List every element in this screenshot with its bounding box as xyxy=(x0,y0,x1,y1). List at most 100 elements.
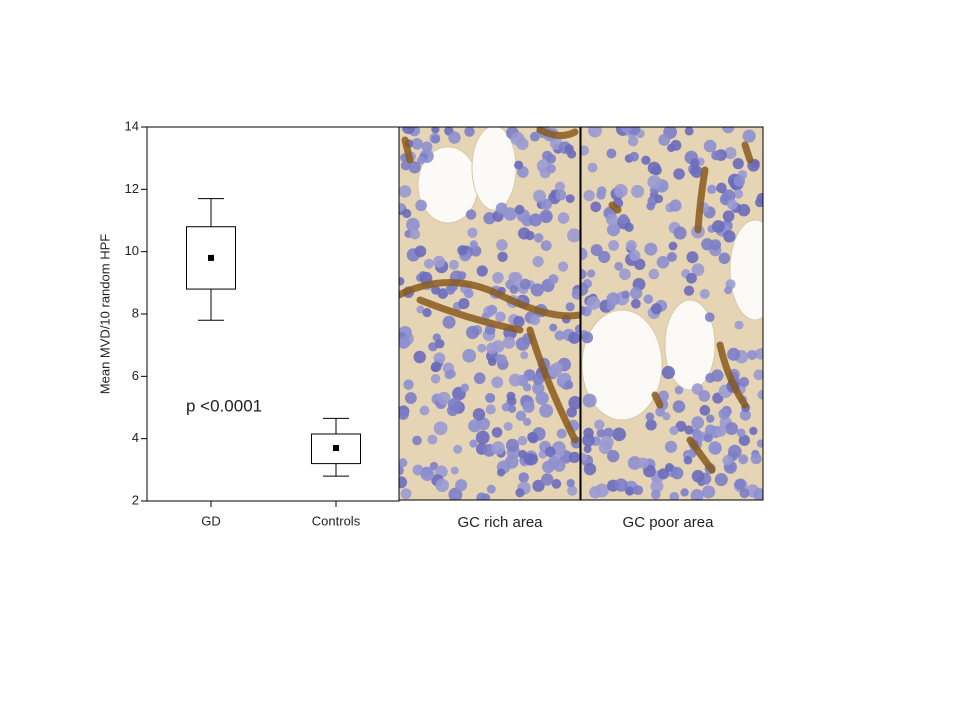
nucleus xyxy=(458,298,470,310)
nucleus xyxy=(650,303,662,315)
nucleus xyxy=(433,352,446,365)
nucleus xyxy=(753,369,763,381)
nucleus xyxy=(399,185,412,198)
nucleus xyxy=(725,422,739,435)
nucleus xyxy=(416,156,426,165)
nucleus xyxy=(718,252,731,265)
nucleus xyxy=(728,444,742,459)
nucleus xyxy=(448,131,461,144)
nucleus xyxy=(486,342,499,355)
nucleus xyxy=(658,133,671,146)
nucleus xyxy=(703,139,717,153)
nucleus xyxy=(656,255,670,269)
nucleus xyxy=(447,369,456,379)
nucleus xyxy=(541,473,554,486)
nucleus xyxy=(503,421,513,431)
vessel xyxy=(741,141,754,164)
nucleus xyxy=(614,261,624,271)
nucleus xyxy=(574,324,580,334)
image-frame xyxy=(580,126,764,501)
nucleus xyxy=(657,468,669,480)
nucleus xyxy=(510,131,525,146)
nucleus xyxy=(476,265,488,277)
nucleus xyxy=(586,269,596,278)
nucleus xyxy=(668,241,678,251)
nucleus xyxy=(404,392,417,404)
nucleus xyxy=(504,455,519,469)
nucleus xyxy=(544,446,556,458)
nucleus xyxy=(496,239,508,251)
nucleus xyxy=(530,283,544,297)
nucleus xyxy=(567,228,580,243)
nucleus xyxy=(485,404,496,415)
nucleus xyxy=(518,472,529,483)
nucleus xyxy=(672,400,686,413)
nucleus xyxy=(581,452,588,462)
nucleus xyxy=(564,144,574,154)
nucleus xyxy=(738,376,750,388)
nucleus xyxy=(566,478,575,488)
nucleus xyxy=(714,473,728,487)
nucleus xyxy=(509,285,519,294)
y-tick-label: 12 xyxy=(125,181,139,196)
nucleus xyxy=(419,405,430,416)
nucleus xyxy=(551,478,562,489)
nucleus xyxy=(400,160,411,171)
nucleus xyxy=(684,425,694,435)
nucleus xyxy=(711,150,722,161)
nucleus xyxy=(583,445,592,454)
nucleus xyxy=(648,268,660,280)
nucleus xyxy=(481,493,491,500)
nucleus xyxy=(528,433,539,444)
nucleus xyxy=(666,252,677,262)
nucleus xyxy=(589,486,602,499)
nucleus xyxy=(554,181,565,192)
nucleus xyxy=(608,239,619,251)
nucleus xyxy=(655,407,666,417)
nucleus xyxy=(647,161,661,175)
vessel xyxy=(694,166,709,234)
nucleus xyxy=(409,229,421,240)
nucleus xyxy=(756,439,763,448)
nucleus xyxy=(519,278,531,290)
nucleus xyxy=(469,439,478,448)
nucleus xyxy=(674,385,684,395)
nucleus xyxy=(722,210,735,223)
nucleus xyxy=(427,434,438,445)
nucleus xyxy=(644,242,658,256)
nucleus xyxy=(582,434,595,447)
nucleus xyxy=(747,349,758,361)
nucleus xyxy=(715,425,727,437)
nucleus xyxy=(629,151,639,162)
nucleus xyxy=(465,209,477,220)
nucleus xyxy=(624,222,634,232)
nucleus xyxy=(581,268,587,280)
nucleus xyxy=(549,323,558,332)
nucleus xyxy=(502,336,516,349)
nucleus xyxy=(618,213,629,225)
nucleus xyxy=(468,419,482,433)
nucleus xyxy=(528,213,543,227)
nucleus xyxy=(669,199,682,212)
nucleus xyxy=(508,373,522,387)
nucleus xyxy=(412,435,422,446)
nucleus xyxy=(539,403,554,418)
nucleus xyxy=(737,203,751,217)
nucleus xyxy=(734,478,746,490)
nucleus xyxy=(594,419,605,430)
nucleus xyxy=(491,427,503,438)
nucleus xyxy=(699,288,710,299)
nucleus xyxy=(627,456,642,470)
nucleus xyxy=(581,145,590,156)
nucleus xyxy=(683,455,693,465)
vessel xyxy=(526,326,579,444)
nucleus xyxy=(596,190,606,200)
nucleus xyxy=(423,258,434,269)
nucleus xyxy=(600,435,614,450)
nucleus xyxy=(624,486,635,496)
nucleus xyxy=(680,488,689,497)
nucleus xyxy=(554,330,565,341)
nucleus xyxy=(661,365,675,380)
nucleus xyxy=(465,325,480,340)
nucleus xyxy=(548,274,559,285)
